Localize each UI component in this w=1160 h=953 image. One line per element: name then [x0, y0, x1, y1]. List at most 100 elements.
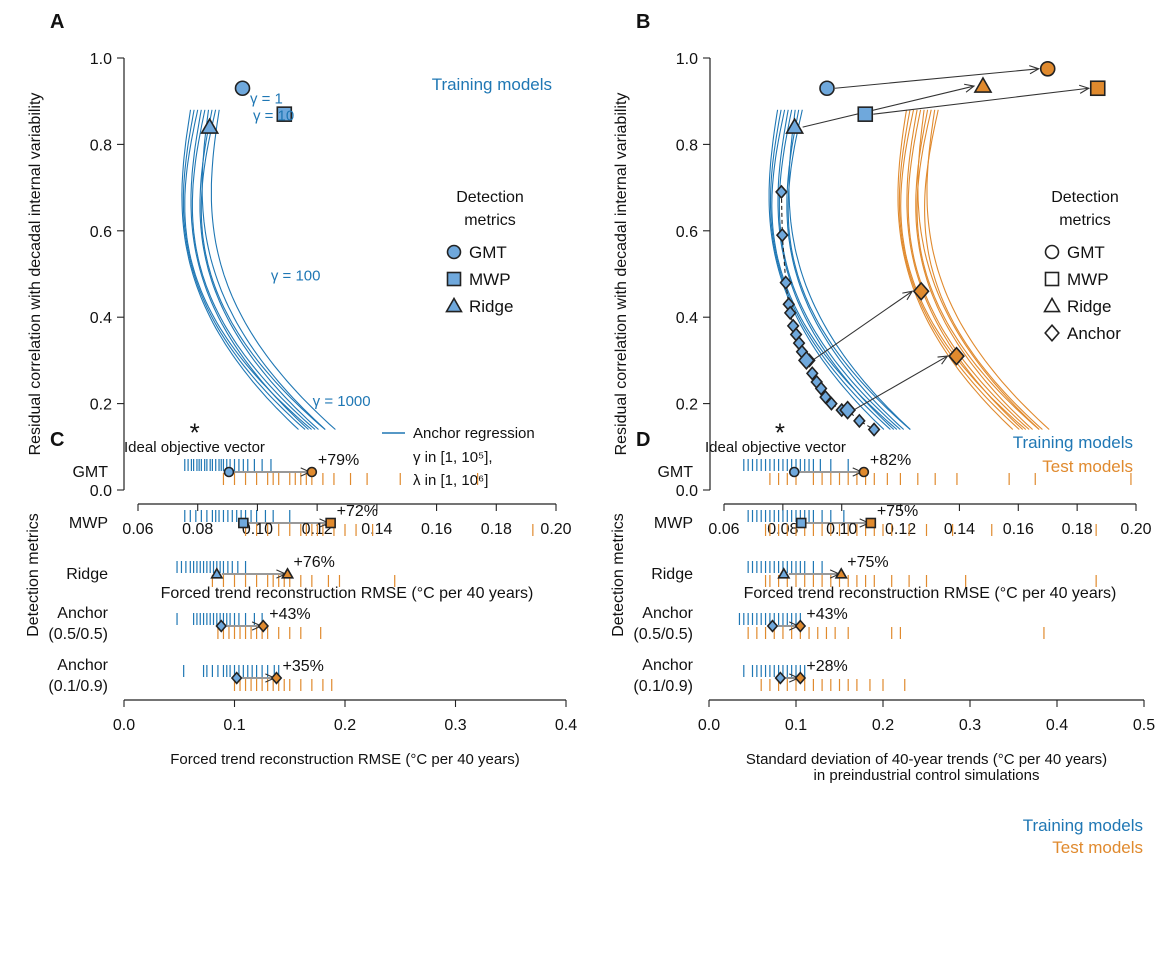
panel-a-legend: GMT MWP Ridge [445, 243, 513, 316]
y-tick-label: 0.6 [676, 224, 698, 241]
x-tick-label: 0.06 [122, 521, 153, 538]
legend-title-line1: Detection [456, 189, 524, 206]
pct-label: +75% [877, 503, 918, 520]
panel-d-marks: +82% +75% +75% +43% +28% [738, 452, 1132, 691]
row-label-sub: (0.5/0.5) [633, 626, 693, 643]
b-legend-title-line1: Detection [1051, 189, 1119, 206]
anchor-curve [926, 109, 1050, 430]
row-label: Anchor [642, 605, 693, 622]
x-axis-title: Forced trend reconstruction RMSE (°C per… [161, 585, 534, 602]
panel-c-axes: 0.0 0.1 0.2 0.3 0.4 Forced trend reconstructi… [25, 464, 577, 768]
test-mean-marker [794, 671, 807, 685]
train-mean-marker [230, 671, 243, 685]
y-tick-label: 1.0 [676, 51, 698, 68]
arrow-anchor-head [937, 355, 949, 365]
anchor-curve [788, 109, 911, 430]
x-tick-label: 0.10 [242, 521, 273, 538]
anchor-curve [778, 109, 901, 430]
train-marker-ridge [785, 117, 805, 134]
train-mean-marker [238, 517, 249, 529]
test-mean-marker [306, 466, 318, 478]
anchor-marker [775, 227, 789, 243]
b-legend-label-gmt: GMT [1067, 243, 1105, 262]
x-tick-label: 0.20 [540, 521, 571, 538]
x-tick-label: 0.3 [444, 717, 466, 734]
d-training-models-label: Training models [1023, 816, 1143, 835]
y-axis-title: Residual correlation with decadal intern… [613, 93, 630, 456]
train-mean-marker [210, 567, 224, 579]
train-mean-marker [795, 517, 807, 529]
legend-label-gmt: GMT [469, 243, 507, 262]
b-ideal-vector-star: * [775, 418, 785, 448]
test-mean-marker [858, 466, 870, 478]
anchor-curve [769, 109, 891, 430]
legend-marker-gmt [446, 244, 462, 260]
anchor-curve [906, 109, 1024, 430]
arrow-mwp [873, 87, 1089, 115]
y-tick-label: 0.2 [676, 397, 698, 414]
x-axis-title: Standard deviation of 40-year trends (°C… [746, 751, 1107, 768]
row-label: MWP [69, 515, 108, 532]
pct-label: +43% [269, 606, 310, 623]
train-mean-marker [774, 671, 787, 685]
gamma-label: γ = 100 [271, 267, 321, 284]
pct-label: +76% [294, 554, 335, 571]
anchor-curve [897, 109, 1014, 430]
anchor-marker-highlight [797, 350, 815, 371]
anchor-curve [917, 109, 1040, 430]
pct-label: +35% [282, 658, 323, 675]
panel-c-marks: +79% +72% +76% +43% +35% [176, 452, 534, 691]
anchor-curve [898, 109, 1020, 430]
pct-label: +43% [806, 606, 847, 623]
anchor-marker [775, 184, 788, 200]
anchor-curve [787, 109, 911, 430]
test-marker-anchor [912, 281, 930, 301]
arrow-mwp-head [1079, 84, 1091, 94]
panel-c: C 0.0 0.1 0.2 0.3 0.4 Forced trend reconstruc… [25, 429, 577, 768]
legend-title-line2: metrics [464, 212, 516, 229]
panel-letter-c: C [50, 429, 64, 451]
y-tick-label: 0.2 [90, 397, 112, 414]
x-axis-title: Forced trend reconstruction RMSE (°C per… [744, 585, 1117, 602]
marker-gmt [234, 80, 251, 97]
anchor-marker [783, 305, 797, 321]
gamma-label: γ = 1000 [313, 393, 371, 410]
anchor-curve [916, 109, 1040, 430]
anchor-marker [805, 366, 819, 381]
anchor-curve [181, 109, 299, 430]
anchor-legend-label: Anchor regression [413, 425, 535, 442]
anchor-curve [200, 109, 326, 430]
row-label-sub: (0.1/0.9) [48, 678, 108, 695]
anchor-marker [814, 381, 828, 396]
b-test-models-label: Test models [1042, 457, 1133, 476]
test-mean-marker [257, 619, 270, 633]
x-tick-label: 0.4 [555, 717, 577, 734]
anchor-curve [907, 109, 1030, 430]
test-mean-marker [280, 567, 295, 579]
train-marker-mwp [857, 106, 874, 122]
x-tick-label: 0.10 [826, 521, 857, 538]
anchor-curve [777, 109, 895, 430]
x-axis-title-line2: in preindustrial control simulations [814, 767, 1040, 784]
anchor-curve [182, 109, 306, 430]
train-mean-marker [777, 567, 791, 579]
d-test-models-label: Test models [1052, 838, 1143, 857]
y-tick-label: 0.6 [90, 224, 112, 241]
b-legend-marker-mwp [1044, 271, 1060, 287]
x-tick-label: 0.1 [223, 717, 245, 734]
training-models-label: Training models [432, 75, 552, 94]
test-marker-ridge [973, 76, 993, 93]
train-mean-marker [223, 466, 235, 478]
anchor-curve [210, 109, 336, 430]
train-marker-gmt [819, 80, 835, 97]
x-tick-label: 0.20 [1120, 521, 1151, 538]
x-tick-label: 0.2 [334, 717, 356, 734]
panel-b-curves [768, 109, 1050, 430]
panel-b-marks: * [775, 61, 1106, 448]
pct-label: +79% [318, 452, 359, 469]
train-mean-marker [215, 619, 228, 633]
row-label: Ridge [66, 566, 108, 583]
x-tick-label: 0.08 [182, 521, 213, 538]
x-tick-label: 0.14 [944, 521, 975, 538]
